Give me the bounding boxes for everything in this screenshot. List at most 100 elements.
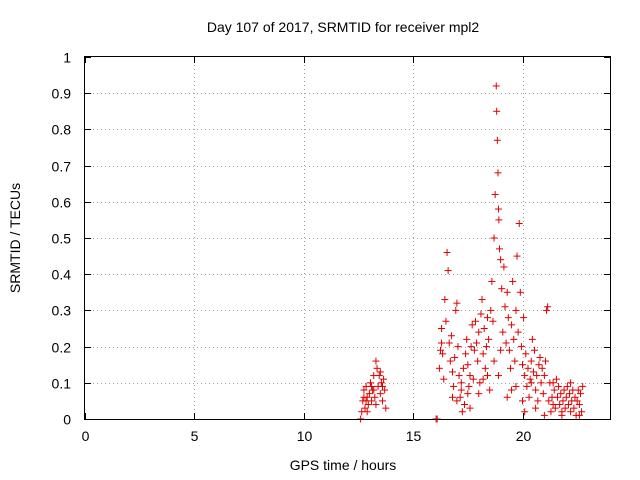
data-point bbox=[464, 390, 472, 398]
x-tick-label: 5 bbox=[191, 428, 199, 444]
data-point bbox=[556, 401, 564, 409]
data-point bbox=[449, 393, 456, 401]
data-point bbox=[534, 397, 542, 405]
gridlines bbox=[85, 57, 610, 419]
data-point bbox=[372, 401, 380, 409]
data-point bbox=[520, 314, 528, 322]
data-point bbox=[438, 325, 446, 332]
y-tick-label: 1 bbox=[63, 50, 71, 66]
data-point bbox=[360, 393, 368, 401]
data-point bbox=[471, 317, 479, 325]
data-point bbox=[509, 277, 517, 285]
data-point bbox=[490, 234, 498, 242]
data-point bbox=[563, 382, 571, 390]
data-point bbox=[567, 379, 575, 387]
chart-title: Day 107 of 2017, SRMTID for receiver mpl… bbox=[207, 19, 480, 35]
data-point bbox=[455, 372, 463, 380]
y-tick-label: 0.6 bbox=[52, 195, 72, 211]
data-point bbox=[579, 382, 587, 390]
data-point bbox=[575, 411, 583, 419]
data-point bbox=[467, 343, 475, 351]
data-point bbox=[381, 386, 389, 394]
data-point bbox=[567, 408, 575, 416]
data-point bbox=[497, 346, 505, 354]
data-point bbox=[492, 82, 500, 90]
data-point bbox=[554, 393, 561, 401]
x-axis-ticks: 0 5 10 15 20 bbox=[82, 57, 532, 444]
data-point bbox=[465, 382, 473, 390]
data-point bbox=[570, 404, 578, 412]
data-point bbox=[373, 364, 381, 372]
data-point bbox=[496, 245, 504, 253]
data-point bbox=[505, 346, 513, 354]
data-point bbox=[489, 317, 497, 325]
data-point bbox=[462, 350, 470, 358]
data-point bbox=[443, 248, 451, 256]
y-tick-label: 0.7 bbox=[52, 159, 72, 175]
data-point bbox=[536, 353, 544, 361]
data-point bbox=[476, 379, 484, 387]
data-point bbox=[566, 390, 574, 398]
data-point bbox=[362, 397, 370, 405]
x-tick-label: 20 bbox=[516, 428, 532, 444]
data-point bbox=[453, 299, 461, 307]
data-point bbox=[444, 267, 452, 275]
data-point bbox=[550, 386, 558, 394]
data-point bbox=[521, 408, 529, 416]
data-point bbox=[473, 339, 481, 347]
data-point bbox=[537, 379, 545, 387]
data-point bbox=[562, 393, 570, 401]
data-point bbox=[541, 357, 549, 365]
data-point bbox=[528, 335, 536, 343]
data-point bbox=[360, 386, 368, 394]
data-point bbox=[533, 372, 541, 380]
data-point bbox=[544, 303, 552, 311]
data-point bbox=[501, 303, 509, 311]
y-tick-label: 0.1 bbox=[52, 376, 72, 392]
data-point bbox=[512, 382, 520, 390]
data-point bbox=[469, 375, 477, 383]
data-point bbox=[464, 361, 472, 369]
data-point bbox=[480, 325, 488, 332]
data-point bbox=[524, 364, 532, 372]
data-point bbox=[549, 379, 557, 387]
data-point bbox=[479, 350, 487, 358]
y-tick-label: 0.2 bbox=[52, 340, 72, 356]
y-tick-label: 0.3 bbox=[52, 303, 72, 319]
data-point bbox=[539, 390, 547, 398]
data-point bbox=[532, 404, 540, 412]
x-tick-label: 0 bbox=[82, 428, 90, 444]
y-tick-label: 0.5 bbox=[52, 231, 72, 247]
data-point bbox=[363, 408, 371, 416]
data-point bbox=[364, 401, 372, 409]
plot-frame bbox=[84, 56, 611, 420]
data-point bbox=[500, 263, 508, 271]
data-point bbox=[491, 191, 499, 199]
data-point bbox=[508, 386, 516, 394]
data-point bbox=[498, 285, 506, 293]
data-point bbox=[561, 404, 569, 412]
data-point bbox=[461, 401, 469, 409]
data-point bbox=[493, 107, 501, 115]
data-point bbox=[466, 372, 474, 380]
data-point bbox=[459, 364, 467, 372]
data-point bbox=[453, 397, 461, 405]
y-tick-label: 0.8 bbox=[52, 122, 72, 138]
data-point bbox=[481, 364, 489, 372]
data-point bbox=[435, 364, 443, 372]
data-point bbox=[508, 321, 516, 329]
data-point bbox=[503, 393, 511, 401]
data-point bbox=[540, 411, 548, 419]
data-point bbox=[516, 288, 524, 296]
data-point bbox=[379, 397, 386, 405]
data-point bbox=[571, 393, 579, 401]
data-point bbox=[450, 382, 458, 390]
data-point bbox=[522, 350, 530, 358]
data-point bbox=[456, 393, 464, 401]
data-point bbox=[490, 357, 498, 365]
data-point bbox=[495, 216, 503, 224]
data-point bbox=[529, 368, 537, 376]
data-point bbox=[457, 379, 465, 387]
data-point bbox=[475, 328, 483, 336]
